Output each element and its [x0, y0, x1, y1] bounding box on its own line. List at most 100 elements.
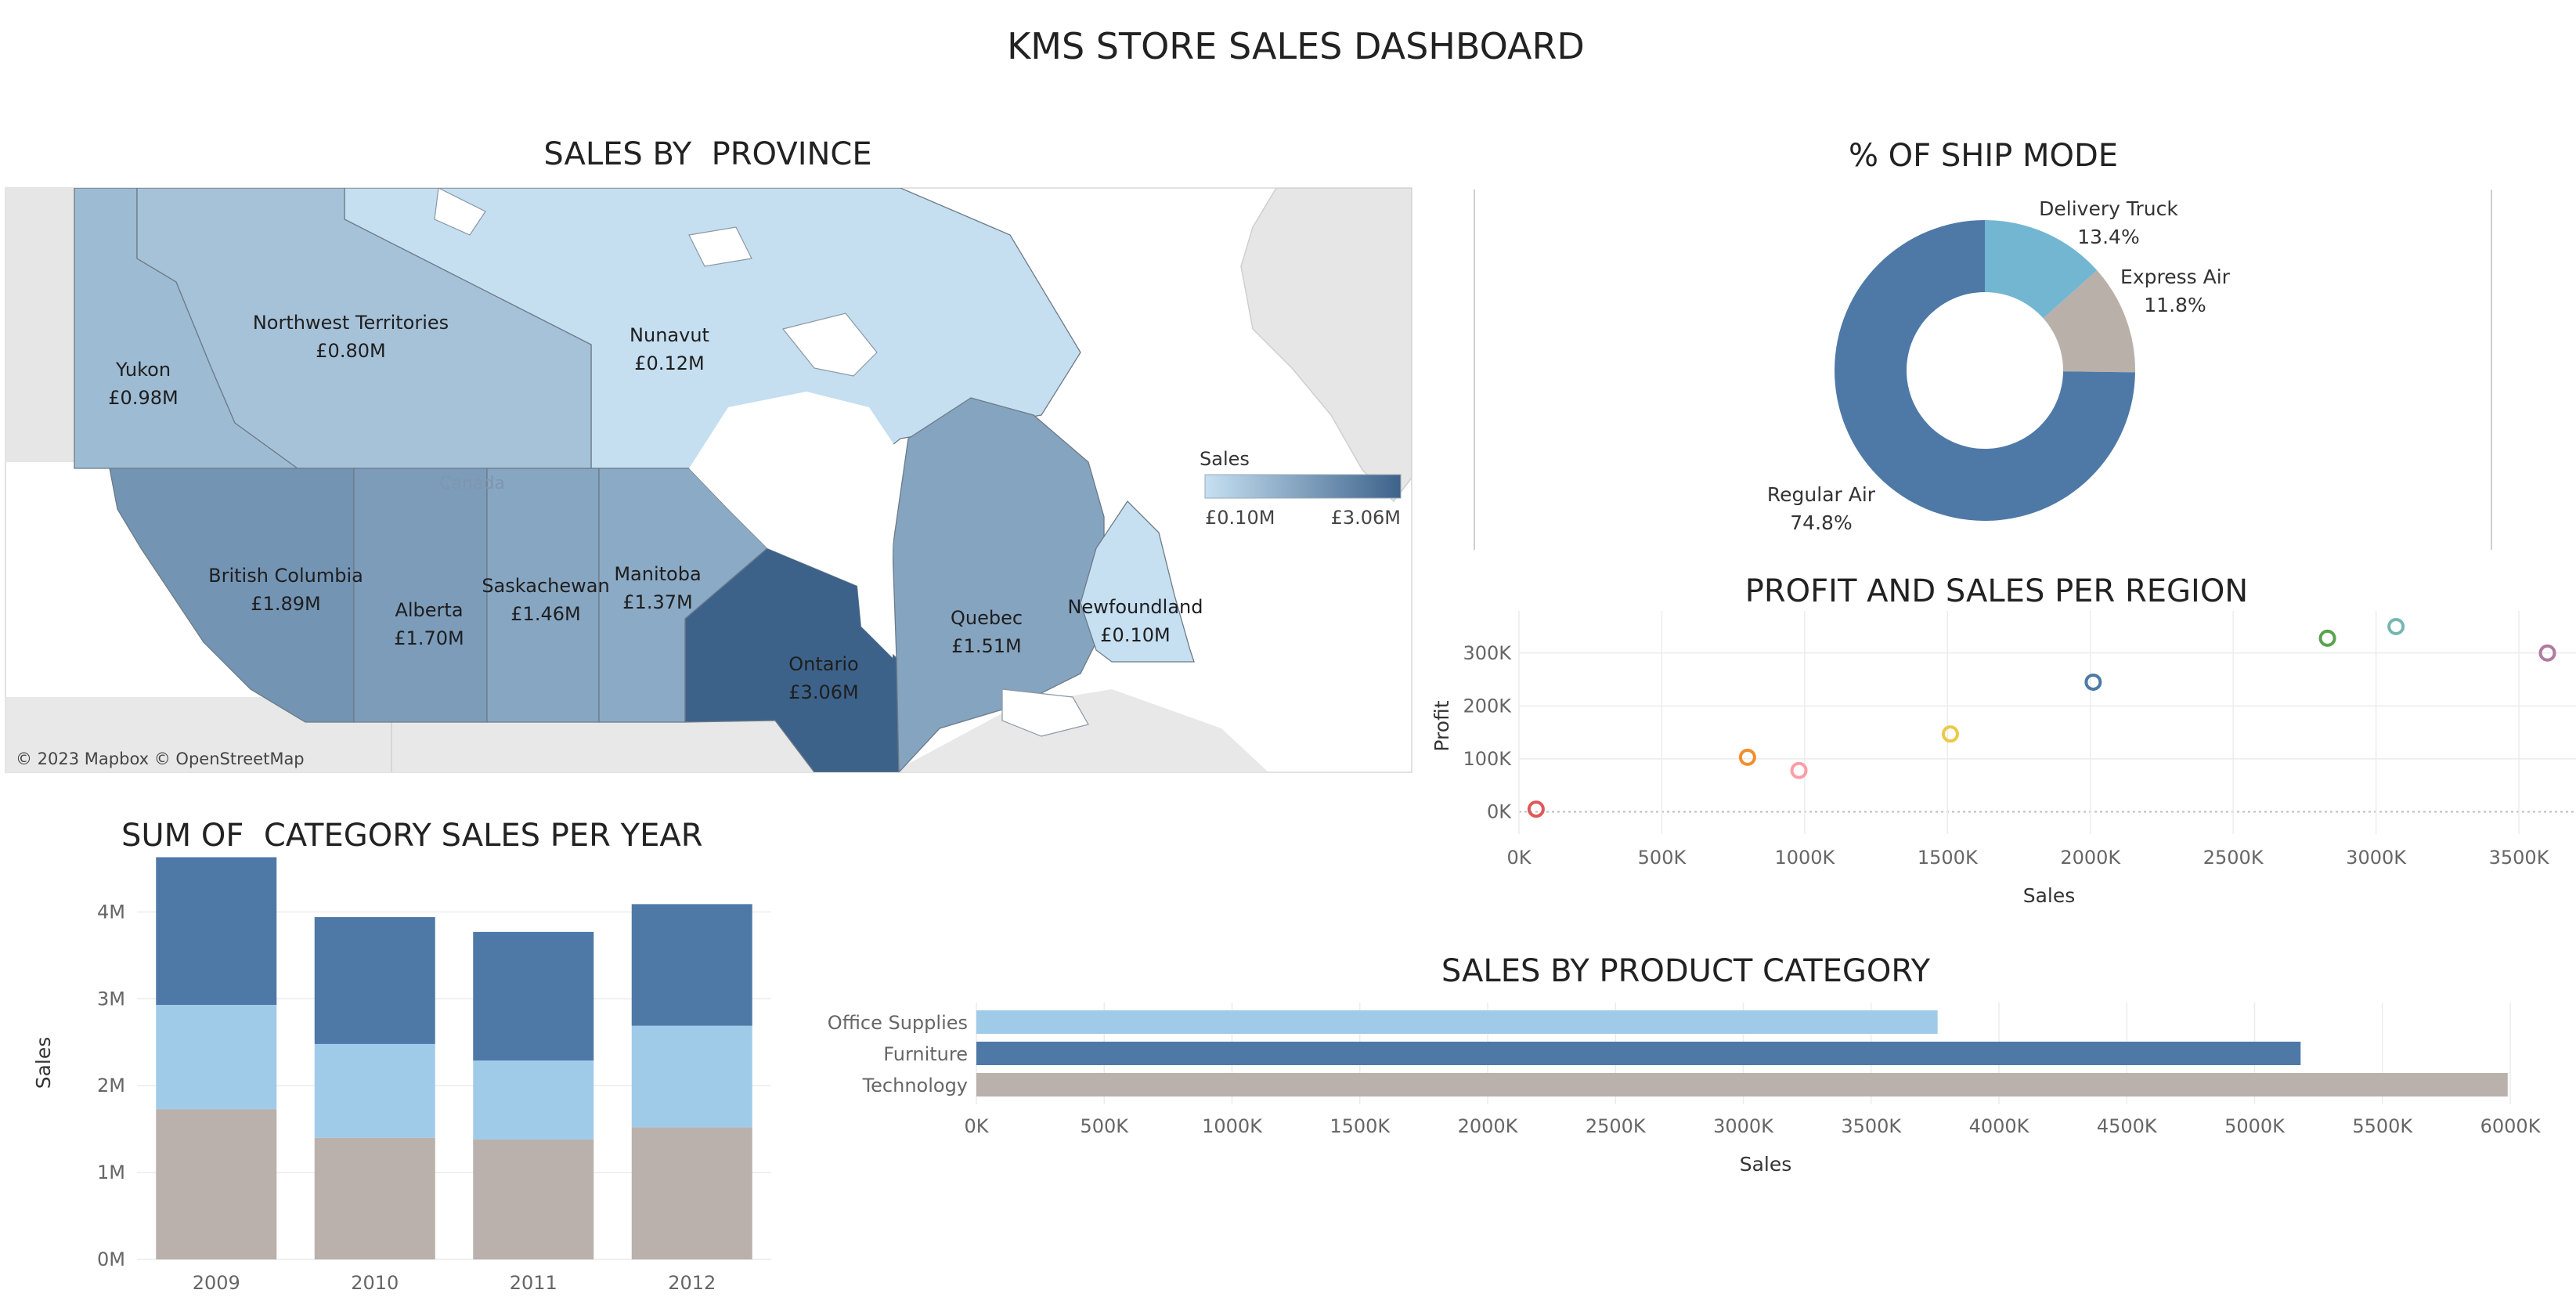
stacked-x-tick: 2009	[193, 1272, 240, 1294]
scatter-point[interactable]	[2538, 644, 2556, 662]
stacked-x-tick: 2010	[351, 1272, 399, 1294]
map-hudson-bay	[689, 392, 900, 658]
hbar-title: SALES BY PRODUCT CATEGORY	[1441, 953, 1931, 989]
scatter-x-tick: 3000K	[2346, 847, 2407, 869]
stacked-bar-segment[interactable]	[473, 1139, 594, 1259]
scatter-x-tick: 1000K	[1774, 847, 1835, 869]
province-region[interactable]	[353, 468, 488, 723]
scatter-point[interactable]	[1738, 748, 1756, 766]
hbar-x-tick: 500K	[1080, 1115, 1129, 1137]
map-labels: Yukon £0.98M Northwest Territories £0.80M Nu…	[108, 312, 1203, 703]
map-region-name: Quebec	[951, 607, 1023, 629]
pie-slice-percent: 11.8%	[2144, 294, 2206, 316]
pie-donut-hole	[1907, 292, 2063, 449]
stacked-bar-segment[interactable]	[314, 917, 435, 1044]
hbar-x-tick: 5000K	[2224, 1115, 2286, 1137]
hbar-bar[interactable]	[976, 1010, 1938, 1034]
stacked-bar-segment[interactable]	[314, 1137, 435, 1259]
map-attribution[interactable]: © 2023 Mapbox © OpenStreetMap	[16, 750, 305, 768]
scatter-point[interactable]	[1527, 800, 1545, 818]
pie-slice-name: Express Air	[2120, 266, 2231, 288]
hbar-x-tick: 3500K	[1841, 1115, 1902, 1137]
map-region-value: £0.98M	[108, 387, 178, 409]
scatter-title: PROFIT AND SALES PER REGION	[1745, 573, 2248, 609]
hbar-x-tick: 0K	[964, 1115, 989, 1137]
legend-min-label: £0.10M	[1205, 507, 1275, 529]
stacked-title: SUM OF CATEGORY SALES PER YEAR	[121, 818, 703, 854]
legend-gradient-bar	[1204, 474, 1402, 499]
ship-mode-panel[interactable]: % OF SHIP MODE Delivery Truck 13.4% Expres…	[1474, 138, 2492, 550]
scatter-x-tick: 2500K	[2203, 847, 2264, 869]
stacked-x-tick: 2012	[668, 1272, 716, 1294]
pie-title: % OF SHIP MODE	[1849, 138, 2118, 174]
hbar-bar[interactable]	[976, 1042, 2301, 1065]
scatter-point[interactable]	[2318, 629, 2336, 647]
scatter-point[interactable]	[1790, 761, 1808, 779]
stacked-bar-segment[interactable]	[156, 1109, 277, 1259]
map-land-greenland	[1240, 188, 1412, 503]
hbar-x-axis-label: Sales	[1740, 1153, 1792, 1176]
hbar-x-tick: 6000K	[2480, 1115, 2542, 1137]
province-region[interactable]	[1080, 500, 1195, 663]
hbar-x-tick: 5500K	[2352, 1115, 2413, 1137]
map-island	[434, 188, 486, 236]
map-region-name: Saskachewan	[482, 575, 609, 597]
map-region-name: British Columbia	[208, 565, 363, 587]
map-region-name: Ontario	[788, 653, 858, 675]
stacked-bar-segment[interactable]	[631, 1025, 752, 1128]
hbar-bar[interactable]	[976, 1073, 2508, 1096]
scatter-point[interactable]	[1941, 725, 1959, 743]
map-region-name: Nunavut	[630, 324, 709, 346]
hbar-x-tick: 1000K	[1202, 1115, 1263, 1137]
category-year-panel[interactable]: SUM OF CATEGORY SALES PER YEAR 0M 1M 2M 3M 4…	[32, 818, 771, 1294]
hbar-category-label: Office Supplies	[828, 1012, 968, 1034]
map-land-alaska	[5, 188, 74, 462]
stacked-y-tick: 4M	[97, 901, 125, 923]
hbar-x-tick: 4500K	[2097, 1115, 2158, 1137]
pie-slice-percent: 13.4%	[2077, 226, 2139, 248]
map-region-name: Yukon	[115, 359, 171, 381]
map-region-value: £0.80M	[316, 340, 385, 362]
map-region-value: £1.89M	[251, 593, 320, 615]
scatter-point[interactable]	[2084, 673, 2102, 691]
stacked-y-tick: 3M	[97, 988, 125, 1010]
stacked-bar-segment[interactable]	[314, 1043, 435, 1138]
legend-max-label: £3.06M	[1331, 507, 1401, 529]
scatter-x-tick: 1500K	[1918, 847, 1979, 869]
map-island	[1001, 688, 1089, 737]
province-map-panel[interactable]: SALES BY PROVINCE	[5, 136, 1412, 773]
map-region-value: £0.10M	[1100, 624, 1170, 646]
map-region-value: £1.37M	[622, 591, 692, 613]
pie-slice-percent: 74.8%	[1790, 511, 1852, 534]
stacked-y-tick: 2M	[97, 1075, 125, 1096]
dashboard-title: KMS STORE SALES DASHBOARD	[1007, 25, 1585, 67]
scatter-x-tick: 2000K	[2060, 847, 2121, 869]
scatter-x-axis-label: Sales	[2023, 884, 2076, 907]
scatter-point[interactable]	[2387, 618, 2405, 635]
stacked-y-axis-label: Sales	[32, 1037, 55, 1089]
map-region-name: Alberta	[395, 599, 463, 621]
product-category-panel[interactable]: SALES BY PRODUCT CATEGORY 0K 500K 1000K 150…	[828, 953, 2542, 1176]
map-title: SALES BY PROVINCE	[543, 136, 871, 172]
pie-slice-name: Regular Air	[1767, 483, 1876, 506]
stacked-bar-segment[interactable]	[631, 1127, 752, 1259]
stacked-bar-segment[interactable]	[631, 904, 752, 1026]
map-island	[688, 226, 752, 267]
hbar-x-tick: 3000K	[1713, 1115, 1774, 1137]
stacked-bar-segment[interactable]	[473, 931, 594, 1061]
stacked-bar-segment[interactable]	[156, 857, 277, 1006]
hbar-x-tick: 4000K	[1969, 1115, 2030, 1137]
scatter-y-tick: 200K	[1463, 695, 1512, 717]
map-region-name: Northwest Territories	[253, 312, 449, 334]
scatter-x-tick: 3500K	[2489, 847, 2550, 869]
map-region-name: Newfoundland	[1068, 596, 1203, 618]
map-land-usa-east	[893, 689, 1268, 772]
stacked-bar-segment[interactable]	[156, 1005, 277, 1110]
map-region-value: £0.12M	[634, 352, 704, 374]
profit-sales-panel[interactable]: PROFIT AND SALES PER REGION 0K 100K 200K 30…	[1431, 573, 2576, 907]
stacked-bar-segment[interactable]	[473, 1060, 594, 1140]
stacked-x-tick: 2011	[510, 1272, 557, 1294]
pie-slice-name: Delivery Truck	[2039, 197, 2178, 220]
province-region[interactable]	[892, 397, 1105, 772]
